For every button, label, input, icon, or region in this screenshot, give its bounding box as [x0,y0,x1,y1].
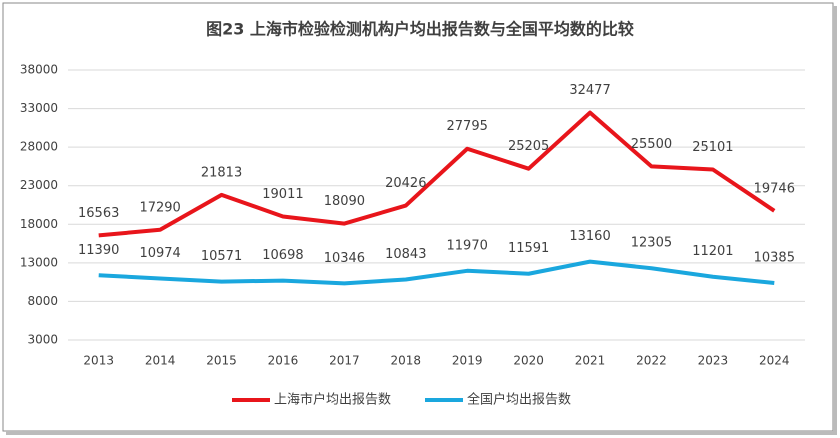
legend-label: 全国户均出报告数 [467,392,571,408]
x-tick-label: 2015 [206,354,237,368]
y-tick-label: 23000 [20,178,58,192]
legend-label: 上海市户均出报告数 [274,392,391,408]
x-tick-label: 2018 [391,354,422,368]
data-label: 18090 [324,194,365,209]
chart-title: 图23 上海市检验检测机构户均出报告数与全国平均数的比较 [206,20,634,39]
data-label: 17290 [139,200,180,215]
frame [2,2,834,432]
y-tick-label: 3000 [27,333,58,347]
data-label: 16563 [78,206,119,221]
data-label: 10346 [324,251,365,266]
data-label: 10974 [139,246,180,261]
data-label: 21813 [201,165,242,180]
y-tick-label: 28000 [20,140,58,154]
data-label: 11390 [78,243,119,258]
y-tick-label: 8000 [27,294,58,308]
x-tick-label: 2022 [636,354,667,368]
y-tick-label: 38000 [20,63,58,77]
data-label: 32477 [569,83,610,98]
data-label: 11591 [508,241,549,256]
data-label: 13160 [569,229,610,244]
data-label: 25101 [692,140,733,155]
data-label: 25500 [631,137,672,152]
line [98,259,775,286]
x-tick-label: 2014 [145,354,176,368]
line [98,110,776,238]
x-tick-label: 2024 [759,354,790,368]
data-label: 11970 [447,238,488,253]
x-tick-label: 2017 [329,354,360,368]
data-label: 27795 [447,119,488,134]
shadow [833,6,837,435]
data-label: 10385 [754,251,795,266]
x-tick-label: 2020 [513,354,544,368]
data-label: 10698 [262,248,303,263]
data-label: 10843 [385,247,426,262]
y-tick-label: 13000 [20,255,58,269]
data-label: 19011 [262,187,303,202]
x-tick-label: 2016 [268,354,299,368]
x-tick-label: 2019 [452,354,483,368]
y-tick-label: 33000 [20,101,58,115]
shadow [6,431,836,435]
x-tick-label: 2023 [698,354,729,368]
data-label: 20426 [385,176,426,191]
x-tick-label: 2021 [575,354,606,368]
data-label: 25205 [508,139,549,154]
data-label: 10571 [201,249,242,264]
data-label: 12305 [631,236,672,251]
data-label: 19746 [754,181,795,196]
x-tick-label: 2013 [83,354,114,368]
y-tick-label: 18000 [20,217,58,231]
data-label: 11201 [692,244,733,259]
